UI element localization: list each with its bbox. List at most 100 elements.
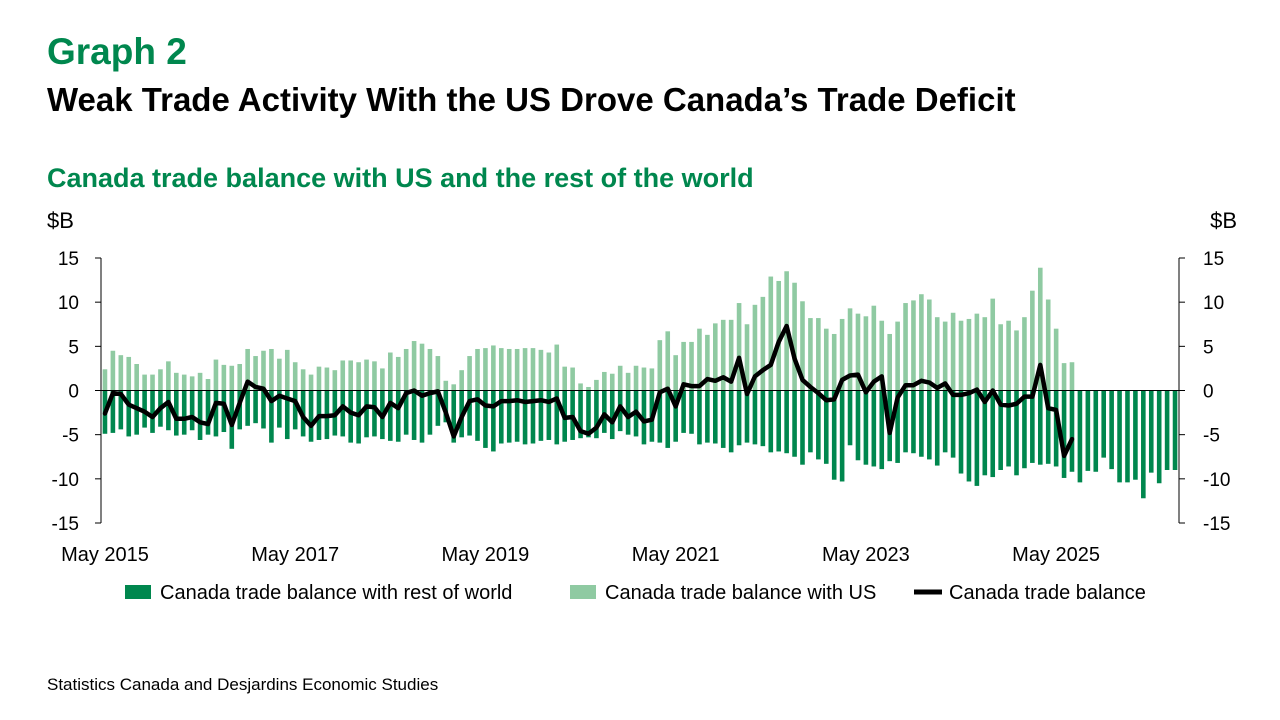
rest-of-world-bar [1164, 390, 1170, 470]
rest-of-world-bar [475, 390, 480, 441]
chart-title: Canada trade balance with US and the res… [47, 163, 754, 193]
us-bar [823, 328, 829, 391]
us-bar [253, 356, 258, 391]
rest-of-world-bar [681, 390, 686, 433]
us-bar [324, 367, 330, 391]
us-bar [411, 341, 417, 391]
us-bar [594, 379, 599, 391]
us-bar [292, 362, 298, 391]
rest-of-world-bar [1117, 390, 1122, 483]
graph-label: Graph 2 [47, 31, 187, 72]
us-bar [578, 383, 583, 391]
rest-of-world-bar [760, 390, 766, 447]
legend-rest-of-world-label: Canada trade balance with rest of world [160, 582, 512, 604]
us-bar [380, 368, 385, 391]
rest-of-world-bar [903, 390, 908, 453]
balance-line-path [102, 323, 1075, 459]
left-axis-unit: $B [47, 208, 74, 233]
rest-of-world-bar [340, 390, 346, 437]
x-tick-label: May 2023 [822, 544, 910, 566]
us-bar [261, 350, 266, 391]
x-tick-label: May 2015 [61, 544, 149, 566]
us-bar [483, 348, 488, 391]
source-note: Statistics Canada and Desjardins Economi… [47, 675, 439, 694]
rest-of-world-bar [784, 390, 789, 454]
us-bar [205, 379, 211, 391]
us-bar [752, 304, 758, 391]
us-bar [181, 374, 187, 391]
rest-of-world-bar [1022, 390, 1027, 469]
left-y-tick-label: -15 [52, 514, 79, 535]
us-bar [340, 360, 346, 391]
us-bar [966, 318, 972, 391]
us-bar [713, 323, 718, 391]
rest-of-world-bar [118, 390, 124, 430]
rest-of-world-bar [879, 390, 885, 470]
us-bar [705, 334, 710, 391]
us-bar [1069, 362, 1075, 391]
us-bar [839, 318, 845, 391]
rest-of-world-bar [150, 390, 155, 433]
page-title: Weak Trade Activity With the US Drove Ca… [47, 81, 1016, 118]
x-tick-label: May 2019 [441, 544, 529, 566]
us-bar [649, 368, 655, 391]
rest-of-world-bar [483, 390, 488, 448]
rest-of-world-bar [245, 390, 250, 426]
rest-of-world-bar [498, 390, 504, 444]
right-y-tick-label: 15 [1203, 249, 1224, 270]
right-y-tick-label: -10 [1203, 470, 1230, 491]
us-bar [934, 317, 940, 391]
us-bar [990, 298, 996, 391]
rest-of-world-bar [189, 390, 195, 431]
rest-of-world-bar [491, 390, 496, 452]
rest-of-world-bar [261, 390, 266, 429]
us-bar [277, 358, 282, 391]
us-bar [919, 294, 924, 391]
us-bar [118, 355, 124, 391]
rest-of-world-bar [752, 390, 758, 445]
rest-of-world-bar [427, 390, 433, 435]
us-bar [689, 341, 694, 391]
rest-of-world-bar [602, 390, 607, 433]
rest-of-world-bar [1030, 390, 1035, 463]
rest-of-world-bar [467, 390, 472, 436]
trade-balance-chart: $B $B 15 15 10 10 5 5 0 0 -5 -5 -10 -10 -15 -15 May 20… [47, 208, 1237, 604]
us-bar [681, 341, 686, 391]
rest-of-world-bar [1156, 390, 1162, 484]
rest-of-world-bar [1172, 390, 1178, 470]
rest-of-world-bar [364, 390, 369, 438]
rest-of-world-bar [1085, 390, 1091, 471]
us-bar [467, 356, 472, 391]
rest-of-world-bar [895, 390, 900, 463]
us-bar [174, 372, 179, 391]
right-y-tick-label: -15 [1203, 514, 1230, 535]
us-bar [1061, 363, 1067, 391]
us-bar [665, 331, 671, 391]
rest-of-world-bar [728, 390, 734, 453]
rest-of-world-bar [950, 390, 956, 458]
rest-of-world-bars [102, 390, 1178, 499]
rest-of-world-bar [514, 390, 520, 442]
rest-of-world-bar [720, 390, 726, 448]
right-y-tick-label: -5 [1203, 426, 1220, 447]
us-bar [546, 352, 552, 391]
rest-of-world-bar [792, 390, 797, 457]
us-bar [1014, 330, 1019, 391]
rest-of-world-bar [126, 390, 132, 437]
us-bar [927, 299, 932, 391]
us-bar [895, 321, 900, 391]
us-bar [831, 333, 837, 391]
us-bar [451, 384, 457, 391]
rest-of-world-bar [808, 390, 813, 453]
rest-of-world-bar [205, 390, 211, 435]
x-tick-label: May 2021 [632, 544, 720, 566]
rest-of-world-bar [1037, 390, 1043, 465]
us-bar [197, 372, 203, 391]
us-bar [158, 369, 163, 391]
right-axis-unit: $B [1210, 208, 1237, 233]
us-bars [102, 267, 1075, 391]
left-y-tick-label: 10 [58, 293, 79, 314]
us-bar [673, 355, 678, 391]
us-bar [284, 349, 290, 391]
rest-of-world-bar [419, 390, 425, 443]
